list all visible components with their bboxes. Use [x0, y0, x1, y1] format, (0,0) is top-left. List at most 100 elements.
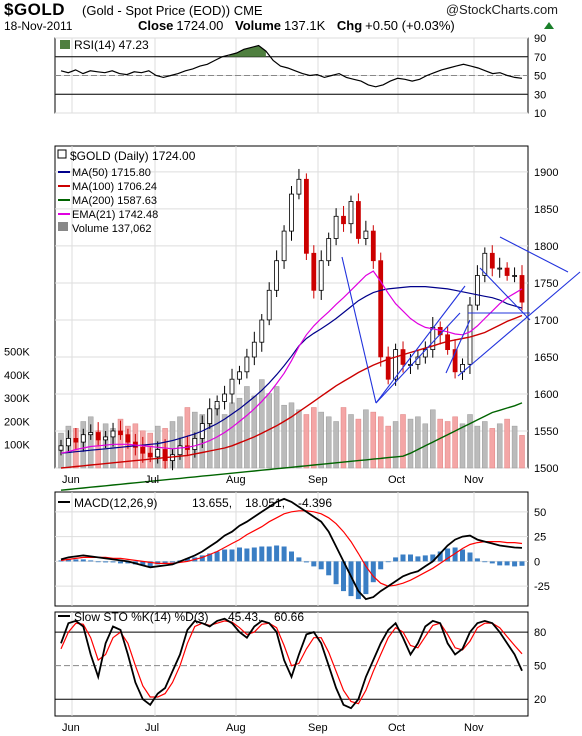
macd-histogram-bar [303, 561, 309, 563]
macd-histogram-bar [348, 561, 354, 597]
macd-histogram-bar [118, 561, 123, 564]
volume-bar [489, 428, 496, 469]
sto-xtick-label: Sep [308, 722, 328, 734]
macd-ytick-label: 25 [534, 532, 546, 544]
price-candle-body [192, 437, 198, 450]
sto-ytick-label: 50 [534, 661, 546, 673]
macd-signal-value: 18.051, [245, 496, 285, 510]
macd-histogram-bar [467, 552, 473, 562]
price-ytick-label: 1700 [534, 315, 558, 327]
macd-histogram-bar [430, 554, 436, 562]
macd-histogram-bar [408, 554, 413, 562]
legend-swatch [58, 222, 68, 231]
volume-bar [474, 425, 481, 469]
price-candle-body [207, 408, 213, 424]
macd-ytick-label: 0 [534, 556, 540, 568]
price-candle-body [497, 267, 503, 270]
volume-bar [311, 407, 317, 469]
price-candle-body [467, 304, 473, 365]
price-xtick-label: Jul [145, 474, 159, 486]
brand-label: @StockCharts.com [445, 2, 558, 17]
price-candle-body [370, 230, 376, 262]
sto-xtick-label: Aug [226, 722, 246, 734]
price-candle-body [355, 201, 361, 239]
sto-d-line [60, 620, 523, 705]
volume-bar [370, 411, 377, 469]
price-candle-body [229, 378, 235, 395]
price-candle-body [66, 437, 71, 447]
trend-line [375, 285, 466, 404]
trend-line [499, 236, 569, 273]
macd-histogram-bar [214, 551, 220, 562]
legend-label: MA(200) 1587.63 [72, 195, 157, 207]
volume-bar [251, 395, 258, 469]
volume-bar [363, 409, 369, 469]
macd-histogram-bar [378, 561, 384, 570]
price-candle-body [237, 371, 242, 380]
rsi-ytick-label: 90 [534, 33, 546, 45]
volume-bar [459, 423, 466, 469]
sto-k-value: 45.43, [228, 610, 261, 624]
volume-axis-label: 100K [4, 440, 30, 452]
macd-histogram-bar [512, 561, 518, 567]
macd-histogram-bar [415, 556, 421, 562]
macd-value: 13.655, [192, 496, 232, 510]
volume-bar [452, 416, 458, 469]
volume-value: 137.1K [284, 18, 326, 33]
sto-k-line [60, 617, 523, 710]
volume-bar [392, 421, 399, 469]
macd-histogram-bar [58, 560, 64, 562]
macd-histogram-bar [140, 561, 146, 566]
macd-histogram-bar [474, 558, 480, 562]
trend-line [341, 256, 377, 404]
rsi-overbought-fill [229, 45, 266, 57]
price-ytick-label: 1500 [534, 463, 558, 475]
price-ytick-label: 1900 [534, 167, 558, 179]
price-candle-body [58, 445, 64, 451]
price-candle-body [341, 215, 346, 225]
close-value: 1724.00 [176, 18, 224, 33]
macd-hist-value: -4.396 [298, 496, 332, 510]
macd-histogram-bar [482, 561, 488, 563]
price-xtick-label: Oct [388, 474, 405, 486]
macd-histogram-bar [460, 549, 465, 562]
price-candle-body [222, 393, 228, 402]
macd-histogram-bar [103, 561, 109, 563]
volume-bar [333, 421, 339, 469]
price-xtick-label: Nov [464, 474, 484, 486]
macd-histogram-bar [162, 561, 168, 564]
volume-bar [504, 418, 510, 469]
price-candle-body [73, 437, 79, 443]
trend-line [479, 267, 531, 321]
price-candle-body [244, 356, 250, 373]
price-candle-body [303, 178, 309, 254]
symbol-name: (Gold - Spot Price (EOD)) CME [82, 3, 263, 18]
volume-bar [385, 425, 391, 469]
price-ytick-label: 1600 [534, 389, 558, 401]
volume-bar [407, 418, 414, 469]
volume-bar [519, 435, 525, 469]
volume-axis-label: 300K [4, 393, 30, 405]
rsi-title: RSI(14) 47.23 [74, 38, 149, 52]
macd-histogram-bar [170, 561, 175, 563]
sto-ytick-label: 20 [534, 694, 546, 706]
candle-legend-icon [57, 149, 67, 159]
chart-header: $GOLD (Gold - Spot Price (EOD)) CME @Sto… [0, 0, 582, 34]
volume-bar [496, 423, 503, 469]
close-label: Close [138, 18, 174, 33]
macd-histogram-bar [244, 548, 250, 562]
ma200-line [60, 402, 523, 491]
volume-bar [296, 409, 302, 469]
macd-histogram-bar [207, 553, 213, 562]
macd-histogram-bar [355, 561, 361, 600]
sto-xtick-label: Nov [464, 722, 484, 734]
volume-bar [377, 416, 384, 469]
macd-histogram-bar [296, 557, 302, 562]
macd-histogram-bar [341, 561, 346, 592]
rsi-ytick-label: 70 [534, 52, 546, 64]
macd-histogram-bar [452, 547, 458, 562]
volume-bar [467, 414, 473, 469]
price-candle-body [318, 260, 324, 291]
legend-label: Volume 137,062 [72, 223, 152, 235]
macd-histogram-bar [80, 559, 86, 562]
